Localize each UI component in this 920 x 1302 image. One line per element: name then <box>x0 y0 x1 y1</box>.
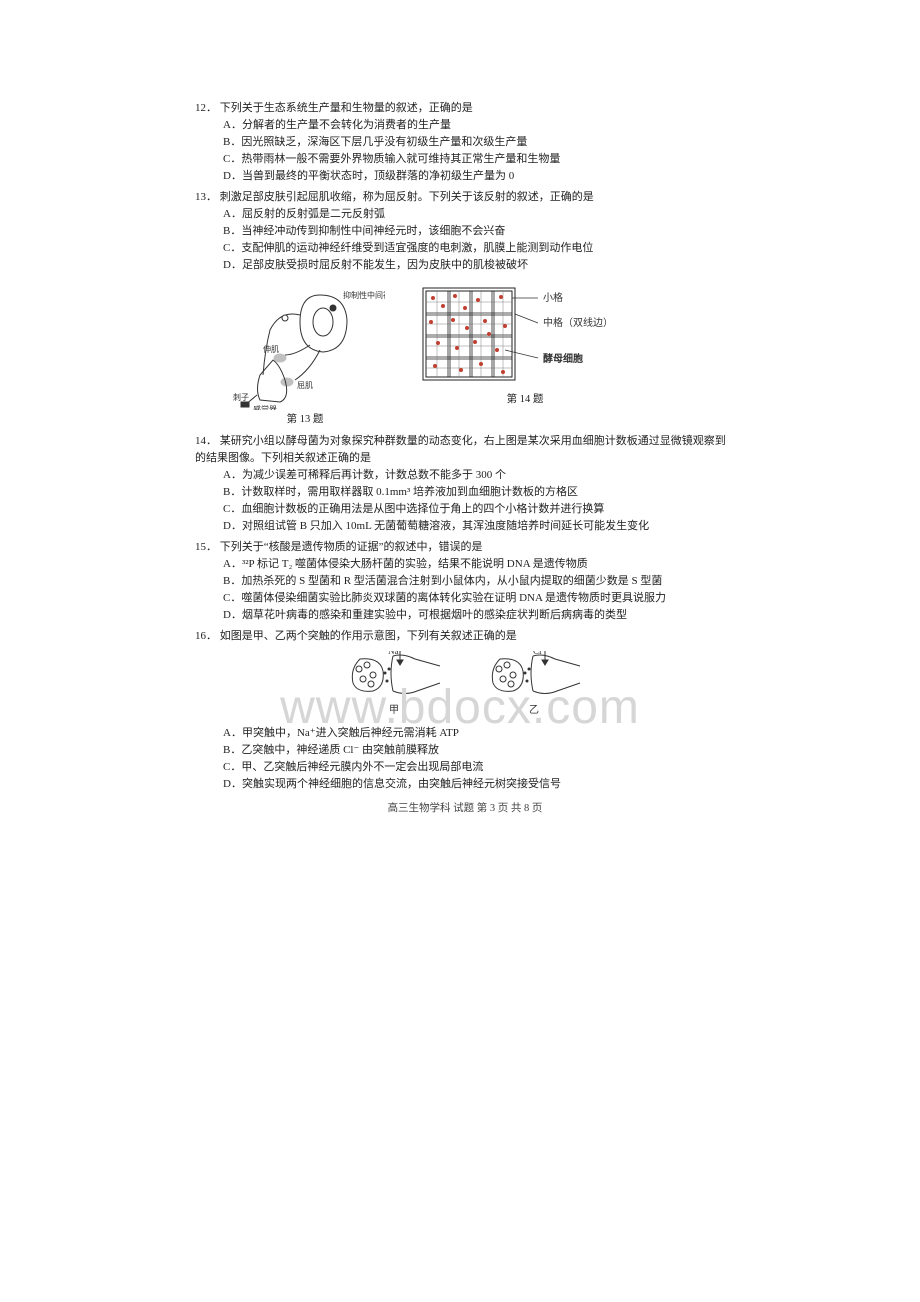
q12-opt-a: A．分解者的生产量不会转化为消费者的生产量 <box>223 117 735 134</box>
figure-14-caption: 第 14 题 <box>507 392 544 408</box>
q15-opt-c: C．噬菌体侵染细菌实验比肺炎双球菌的离体转化实验在证明 DNA 是遗传物质时更具… <box>223 590 735 607</box>
q16-opt-a: A．甲突触中，Na⁺进入突触后神经元需消耗 ATP <box>223 725 735 742</box>
label-middle-grid: 中格（双线边） <box>543 316 613 329</box>
q16-stem: 如图是甲、乙两个突触的作用示意图，下列有关叙述正确的是 <box>220 630 517 642</box>
question-15: 15． 下列关于“核酸是遗传物质的证据”的叙述中，错误的是 A．³²P 标记 T… <box>195 539 735 624</box>
q14-opt-d: D．对照组试管 B 只加入 10mL 无菌葡萄糖溶液，其浑浊度随培养时间延长可能… <box>223 518 735 535</box>
label-flexor: 屈肌 <box>297 381 313 390</box>
q12-stem: 下列关于生态系统生产量和生物量的叙述，正确的是 <box>220 102 473 114</box>
label-jia: 甲 <box>389 705 399 716</box>
q16-opt-b: B．乙突触中，神经递质 Cl⁻ 由突触前膜释放 <box>223 742 735 759</box>
label-yeast-cell: 酵母细胞 <box>543 352 583 365</box>
q14-opt-c: C．血细胞计数板的正确用法是从图中选择位于角上的四个小格计数并进行换算 <box>223 501 735 518</box>
figure-16: Na⁺ 甲 Cl⁻ 乙 <box>195 651 735 721</box>
figure-13: 抑制性中间神经元 伸肌 屈肌 感觉器 刺子 第 13 题 <box>225 280 385 428</box>
exam-page: 12． 下列关于生态系统生产量和生物量的叙述，正确的是 A．分解者的生产量不会转… <box>195 100 735 818</box>
q14-options: A．为减少误差可稀释后再计数，计数总数不能多于 300 个 B．计数取样时，需用… <box>195 467 735 535</box>
q16-options: A．甲突触中，Na⁺进入突触后神经元需消耗 ATP B．乙突触中，神经递质 Cl… <box>195 725 735 793</box>
hemocytometer-grid: 小格 中格（双线边） 酵母细胞 <box>415 280 635 390</box>
figure-row-13-14: 抑制性中间神经元 伸肌 屈肌 感觉器 刺子 第 13 题 <box>195 280 735 428</box>
q14-opt-a: A．为减少误差可稀释后再计数，计数总数不能多于 300 个 <box>223 467 735 484</box>
label-cl: Cl⁻ <box>533 651 547 656</box>
question-14: 14． 某研究小组以酵母菌为对象探究种群数量的动态变化，右上图是某次采用血细胞计… <box>195 433 735 535</box>
figure-14: 小格 中格（双线边） 酵母细胞 第 14 题 <box>415 280 635 408</box>
q13-number: 13． <box>195 191 217 203</box>
q12-options: A．分解者的生产量不会转化为消费者的生产量 B．因光照缺乏，深海区下层几乎没有初… <box>195 117 735 185</box>
q12-opt-d: D．当兽到最终的平衡状态时，顶级群落的净初级生产量为 0 <box>223 168 735 185</box>
reflex-arc-diagram: 抑制性中间神经元 伸肌 屈肌 感觉器 刺子 <box>225 280 385 410</box>
synapse-jia: Na⁺ 甲 <box>345 651 445 721</box>
q16-opt-d: D．突触实现两个神经细胞的信息交流，由突触后神经元树突接受信号 <box>223 776 735 793</box>
q12-number: 12． <box>195 102 217 114</box>
q14-opt-b: B．计数取样时，需用取样器取 0.1mm³ 培养液加到血细胞计数板的方格区 <box>223 484 735 501</box>
label-na: Na⁺ <box>388 651 403 656</box>
q13-options: A．屈反射的反射弧是二元反射弧 B．当神经冲动传到抑制性中间神经元时，该细胞不会… <box>195 206 735 274</box>
label-yi: 乙 <box>529 704 539 716</box>
question-12: 12． 下列关于生态系统生产量和生物量的叙述，正确的是 A．分解者的生产量不会转… <box>195 100 735 185</box>
q12-opt-c: C．热带雨林一般不需要外界物质输入就可维持其正常生产量和生物量 <box>223 151 735 168</box>
q15-opt-d: D．烟草花叶病毒的感染和重建实验中，可根据烟叶的感染症状判断后病病毒的类型 <box>223 607 735 624</box>
q15-options: A．³²P 标记 T₂ 噬菌体侵染大肠杆菌的实验，结果不能说明 DNA 是遗传物… <box>195 556 735 624</box>
q15-opt-a: A．³²P 标记 T₂ 噬菌体侵染大肠杆菌的实验，结果不能说明 DNA 是遗传物… <box>223 556 735 573</box>
q15-opt-b: B．加热杀死的 S 型菌和 R 型活菌混合注射到小鼠体内，从小鼠内提取的细菌少数… <box>223 573 735 590</box>
figure-13-caption: 第 13 题 <box>287 412 324 428</box>
q15-number: 15． <box>195 541 217 553</box>
synapse-yi: Cl⁻ 乙 <box>485 651 585 721</box>
question-16: 16． 如图是甲、乙两个突触的作用示意图，下列有关叙述正确的是 <box>195 628 735 793</box>
q14-stem: 某研究小组以酵母菌为对象探究种群数量的动态变化，右上图是某次采用血细胞计数板通过… <box>195 435 726 464</box>
q15-stem: 下列关于“核酸是遗传物质的证据”的叙述中，错误的是 <box>220 541 483 553</box>
label-receptor: 感觉器 <box>253 404 277 410</box>
q13-opt-b: B．当神经冲动传到抑制性中间神经元时，该细胞不会兴奋 <box>223 223 735 240</box>
q13-opt-c: C．支配伸肌的运动神经纤维受到适宜强度的电刺激，肌膜上能测到动作电位 <box>223 240 735 257</box>
label-extensor: 伸肌 <box>263 344 279 354</box>
label-interneuron: 抑制性中间神经元 <box>343 290 385 300</box>
q12-opt-b: B．因光照缺乏，深海区下层几乎没有初级生产量和次级生产量 <box>223 134 735 151</box>
q13-opt-a: A．屈反射的反射弧是二元反射弧 <box>223 206 735 223</box>
label-stimulus: 刺子 <box>233 393 249 402</box>
question-13: 13． 刺激足部皮肤引起屈肌收缩，称为屈反射。下列关于该反射的叙述，正确的是 A… <box>195 189 735 274</box>
label-small-grid: 小格 <box>543 291 563 304</box>
q13-stem: 刺激足部皮肤引起屈肌收缩，称为屈反射。下列关于该反射的叙述，正确的是 <box>220 191 594 203</box>
q14-number: 14． <box>195 435 217 447</box>
q16-number: 16． <box>195 630 217 642</box>
q13-opt-d: D．足部皮肤受损时屈反射不能发生，因为皮肤中的肌梭被破坏 <box>223 257 735 274</box>
page-footer: 高三生物学科 试题 第 3 页 共 8 页 <box>195 801 735 817</box>
q16-opt-c: C．甲、乙突触后神经元膜内外不一定会出现局部电流 <box>223 759 735 776</box>
